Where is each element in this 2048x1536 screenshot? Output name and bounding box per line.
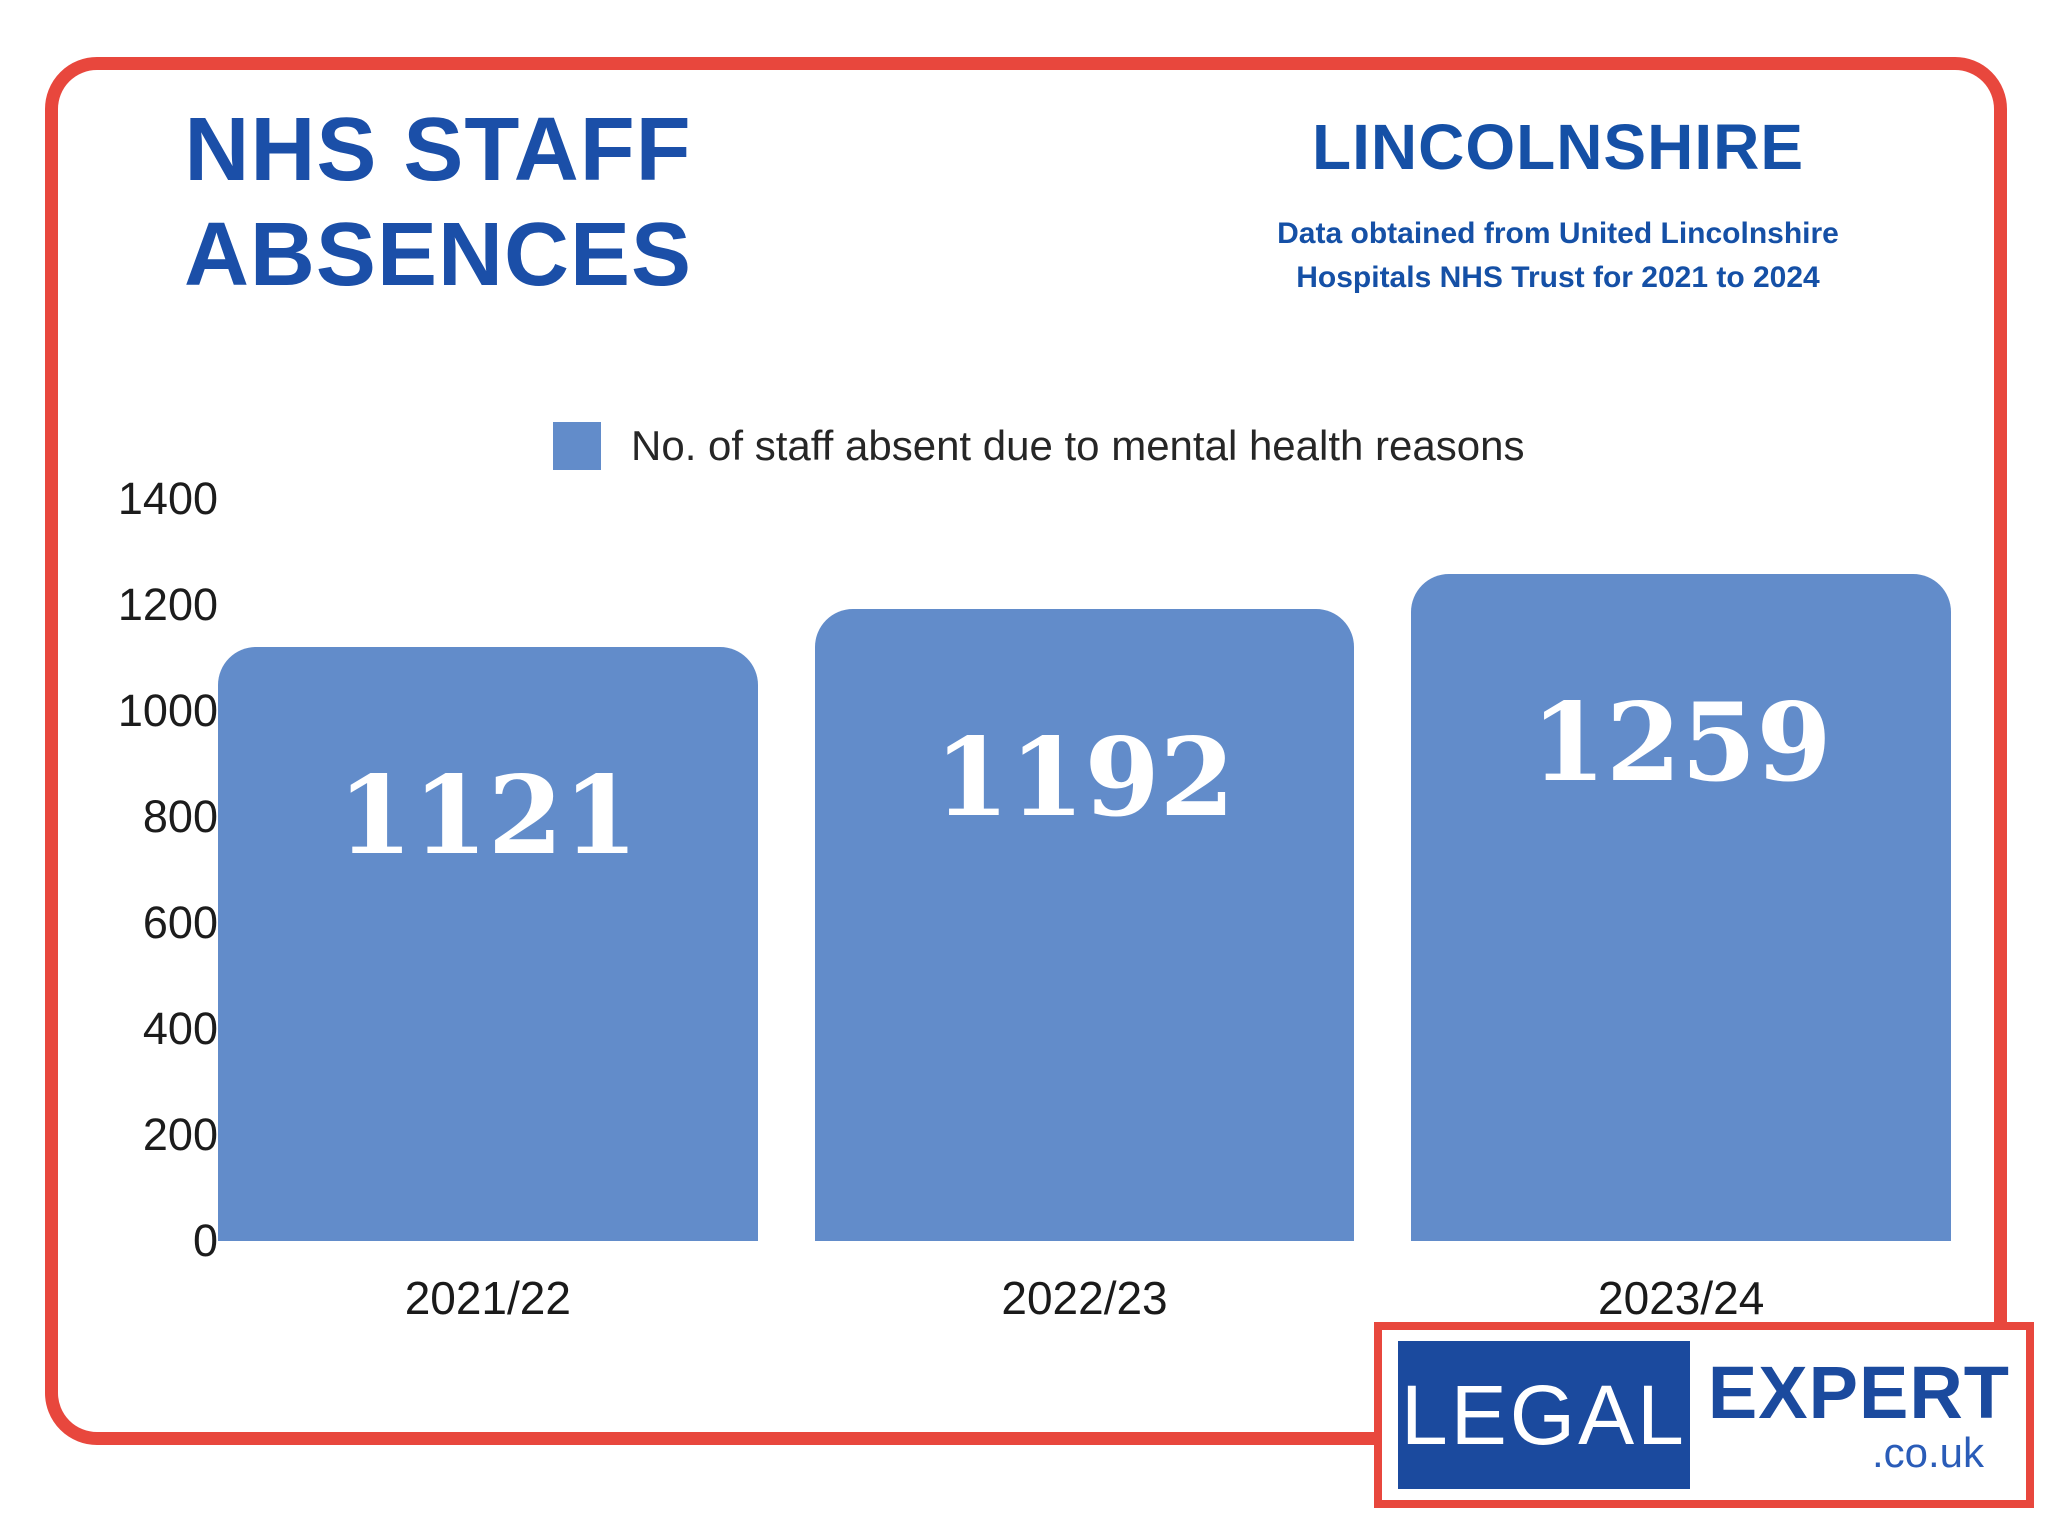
- y-tick-label: 400: [142, 1003, 218, 1054]
- y-tick-label: 0: [192, 1215, 218, 1266]
- data-source-note: Data obtained from United Lincolnshire H…: [1148, 212, 1968, 299]
- region-block: LINCOLNSHIRE Data obtained from United L…: [1148, 110, 1968, 299]
- page-title-line2: ABSENCES: [183, 205, 693, 306]
- x-tick-label: 2022/23: [1001, 1272, 1168, 1324]
- legend-label: No. of staff absent due to mental health…: [631, 422, 1525, 469]
- page-title: NHS STAFF ABSENCES: [118, 98, 758, 309]
- y-tick-label: 800: [142, 791, 218, 842]
- bar-2022/23: 1192: [814, 609, 1355, 1241]
- bar-2021/22: 1121: [218, 646, 758, 1241]
- y-axis: 0 200 400 600 800 1000 1200 1400: [108, 473, 218, 1266]
- infographic-card: NHS STAFF ABSENCES LINCOLNSHIRE Data obt…: [45, 57, 2007, 1445]
- y-tick-label: 1200: [117, 579, 218, 630]
- bars-container: 1121 1192 1259: [218, 499, 1952, 1241]
- plot-area: 1121 1192 1259: [218, 499, 1952, 1241]
- logo-couk-text: .co.uk: [1871, 1429, 1984, 1476]
- y-tick-label: 600: [142, 897, 218, 948]
- x-axis: 2021/22 2022/23 2023/24: [218, 1271, 1951, 1325]
- bar-value-label: 1121: [337, 752, 639, 879]
- y-tick-label: 200: [142, 1109, 218, 1160]
- x-tick-label: 2021/22: [404, 1272, 571, 1324]
- bar-chart: 0 200 400 600 800 1000 1200 1400 1121 1192 1259 2…: [108, 473, 1953, 1383]
- y-tick-label: 1000: [117, 685, 218, 736]
- chart-legend: No. of staff absent due to mental health…: [553, 422, 1524, 470]
- data-source-line2: Hospitals NHS Trust for 2021 to 2024: [1296, 260, 1820, 294]
- region-title: LINCOLNSHIRE: [1312, 111, 1804, 183]
- logo-expert-text: EXPERT: [1707, 1351, 2010, 1434]
- page-title-line1: NHS STAFF: [184, 100, 692, 200]
- x-tick-label: 2023/24: [1598, 1272, 1765, 1324]
- legal-expert-logo: LEGAL EXPERT .co.uk: [1374, 1322, 2034, 1508]
- bar-value-label: 1259: [1530, 679, 1832, 806]
- logo-legal-text: LEGAL: [1398, 1341, 1690, 1489]
- logo-right-block: EXPERT .co.uk: [1708, 1356, 2010, 1474]
- legend-swatch: [553, 422, 601, 470]
- y-tick-label: 1400: [117, 473, 218, 524]
- data-source-line1: Data obtained from United Lincolnshire: [1277, 217, 1839, 250]
- bar-value-label: 1192: [934, 715, 1235, 842]
- bar-2023/24: 1259: [1411, 573, 1952, 1241]
